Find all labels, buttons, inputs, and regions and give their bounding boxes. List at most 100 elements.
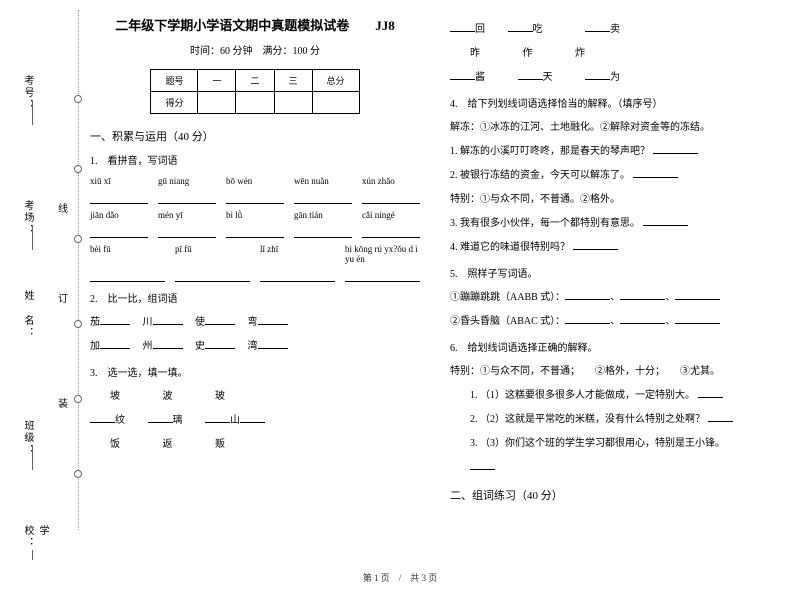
q5-1-text: ①蹦蹦跳跳（AABB 式）： <box>450 292 565 303</box>
label-line <box>32 550 33 560</box>
char: 茄 <box>90 317 100 328</box>
pinyin: xún zhǎo <box>362 176 420 186</box>
blank <box>100 339 130 349</box>
pinyin: mén yī <box>158 210 216 220</box>
th-num: 题号 <box>151 70 198 92</box>
char: 波 <box>163 391 173 402</box>
q4-2-text: 2. 被银行冻结的资金，今天可以解冻了。 <box>450 170 630 181</box>
blank <box>698 388 723 398</box>
q6-item: 2. （2）这就是平常吃的米糕，没有什么特别之处啊？ <box>450 411 780 429</box>
blank <box>153 315 183 325</box>
page-content: 二年级下学期小学语文期中真题模拟试卷 JJ8 时间：60 分钟 满分：100 分… <box>90 15 780 513</box>
blank <box>362 226 420 238</box>
char: 弯 <box>248 317 258 328</box>
exam-code: JJ8 <box>375 18 395 33</box>
right-column: 回 吃 卖 昨 作 炸 酱 天 为 4. 给下列划线词语选择恰当的解释。（填序号… <box>450 15 780 513</box>
binding-hole-icon <box>74 320 82 328</box>
blank <box>518 70 543 80</box>
pinyin: bì kōng rú yx?ǒu d ì yu én <box>345 244 420 264</box>
binding-char: 线 <box>58 200 68 215</box>
blank <box>470 460 495 470</box>
blank <box>675 314 720 324</box>
answer-blanks <box>90 270 420 282</box>
table-row: 题号 一 二 三 总分 <box>151 70 359 92</box>
th-3: 三 <box>274 70 312 92</box>
label-line <box>32 225 33 250</box>
char: 湾 <box>248 341 258 352</box>
left-column: 二年级下学期小学语文期中真题模拟试卷 JJ8 时间：60 分钟 满分：100 分… <box>90 15 420 513</box>
q5-item: ②昏头昏脑（ABAC 式）：、、 <box>450 313 780 331</box>
char: 天 <box>543 72 553 83</box>
blank <box>90 192 148 204</box>
pinyin: jiān dǎo <box>90 210 148 220</box>
q4-note: 解冻：①冰冻的江河、土地融化。②解除对资金等的冻结。 <box>450 119 780 137</box>
table-row: 得分 <box>151 92 359 114</box>
compare-line: 加 州 史 湾 <box>90 338 420 356</box>
pinyin: gū niang <box>158 176 216 186</box>
pinyin: xiū xī <box>90 176 148 186</box>
pinyin: bō wén <box>226 176 284 186</box>
blank <box>90 226 148 238</box>
pinyin: bèi fū <box>90 244 165 264</box>
blank <box>565 314 610 324</box>
pinyin-row: bèi fū pī fū lǐ zhī bì kōng rú yx?ǒu d ì… <box>90 244 420 264</box>
td-blank <box>198 92 236 114</box>
q6-3-text: 3. （3）你们这个班的学生学习都很用心，特别是王小锋。 <box>470 438 725 449</box>
blank <box>620 290 665 300</box>
th-total: 总分 <box>312 70 359 92</box>
blank <box>158 192 216 204</box>
blank <box>675 290 720 300</box>
blank <box>158 226 216 238</box>
blank <box>450 22 475 32</box>
choose-line: 坡 波 玻 <box>90 388 420 406</box>
binding-char: 订 <box>58 290 68 305</box>
blank <box>633 168 678 178</box>
th-1: 一 <box>198 70 236 92</box>
question-6: 6. 给划线词语选择正确的解释。 <box>450 341 780 357</box>
score-table: 题号 一 二 三 总分 得分 <box>150 69 359 114</box>
blank <box>620 314 665 324</box>
page-footer: 第 1 页 / 共 3 页 <box>0 571 800 584</box>
section-2-heading: 二、组词练习（40 分） <box>450 487 780 503</box>
char: 山 <box>230 415 240 426</box>
blank <box>573 240 618 250</box>
q4-1-text: 1. 解冻的小溪叮叮咚咚，那是春天的琴声吧？ <box>450 146 650 157</box>
pinyin: pī fū <box>175 244 250 264</box>
char: 作 <box>523 48 533 59</box>
char: 昨 <box>470 48 480 59</box>
q6-blank <box>450 459 780 477</box>
blank <box>643 216 688 226</box>
exam-subtitle: 时间：60 分钟 满分：100 分 <box>90 42 420 57</box>
pinyin: wēn nuǎn <box>294 176 352 186</box>
blank <box>585 70 610 80</box>
blank <box>565 290 610 300</box>
blank <box>708 412 733 422</box>
char: 回 <box>475 24 485 35</box>
char: 史 <box>195 341 205 352</box>
answer-blanks <box>90 226 420 238</box>
blank <box>148 413 173 423</box>
blank <box>508 22 533 32</box>
binding-hole-icon <box>74 470 82 478</box>
q4-3-text: 3. 我有很多小伙伴，每一个都特别有意思。 <box>450 218 640 229</box>
choose-line: 纹 璃 山 <box>90 412 420 430</box>
blank <box>345 270 420 282</box>
blank <box>90 270 165 282</box>
blank <box>205 339 235 349</box>
pinyin-row: xiū xī gū niang bō wén wēn nuǎn xún zhǎo <box>90 176 420 186</box>
td-blank <box>236 92 274 114</box>
binding-char: 装 <box>58 395 68 410</box>
blank <box>90 413 115 423</box>
blank <box>100 315 130 325</box>
pinyin: gān tián <box>294 210 352 220</box>
char: 使 <box>195 317 205 328</box>
q4-item: 2. 被银行冻结的资金，今天可以解冻了。 <box>450 167 780 185</box>
fill-line: 昨 作 炸 <box>450 45 780 63</box>
th-2: 二 <box>236 70 274 92</box>
char: 加 <box>90 341 100 352</box>
pinyin-row: jiān dǎo mén yī bì lǜ gān tián cǎi níngé <box>90 210 420 220</box>
char: 饭 <box>110 439 120 450</box>
char: 炸 <box>575 48 585 59</box>
binding-hole-icon <box>74 165 82 173</box>
title-text: 二年级下学期小学语文期中真题模拟试卷 <box>115 18 349 33</box>
